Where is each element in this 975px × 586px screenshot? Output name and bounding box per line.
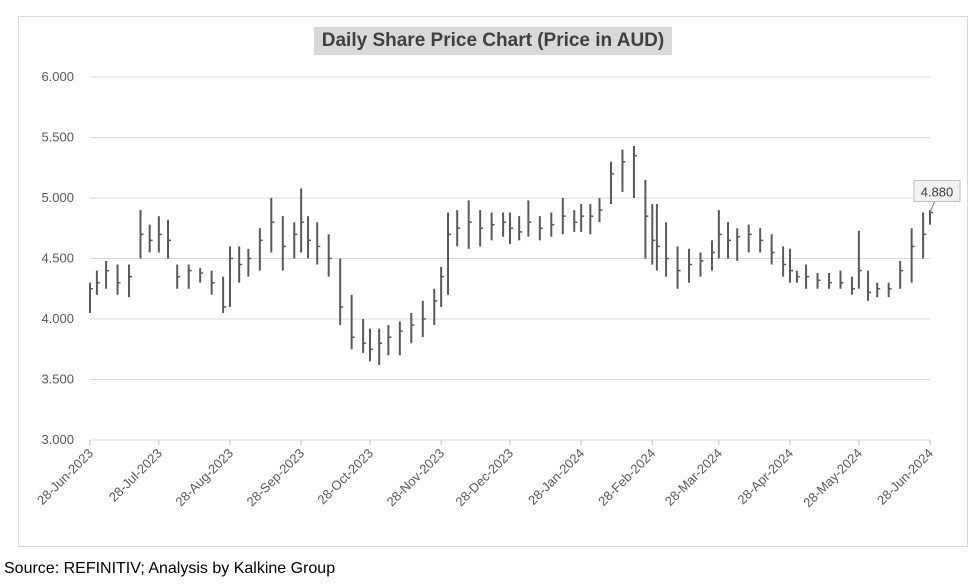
x-tick-label: 28-Feb-2024 (595, 446, 658, 509)
y-tick-label: 3.000 (41, 432, 74, 447)
x-tick-label: 28-Sep-2023 (244, 446, 308, 510)
x-tick-label: 28-Jun-2024 (874, 446, 936, 508)
x-tick-label: 28-Oct-2023 (314, 446, 376, 508)
chart-frame: Daily Share Price Chart (Price in AUD) (18, 16, 968, 547)
y-tick-label: 6.000 (41, 69, 74, 84)
y-tick-label: 3.500 (41, 372, 74, 387)
annotation-leader (929, 200, 936, 213)
x-tick-label: 28-May-2024 (800, 446, 865, 511)
x-tick-label: 28-Dec-2023 (452, 446, 516, 510)
annotation-box (913, 180, 961, 203)
x-tick-label: 28-Apr-2024 (734, 446, 796, 508)
y-tick-label: 4.000 (41, 311, 74, 326)
annotation-label: 4.880 (921, 185, 954, 200)
x-tick-label: 28-Aug-2023 (172, 446, 236, 510)
x-tick-label: 28-Jan-2024 (525, 446, 587, 508)
chart-title-box: Daily Share Price Chart (Price in AUD) (19, 27, 967, 55)
y-tick-label: 4.500 (41, 251, 74, 266)
source-note: Source: REFINITIV; Analysis by Kalkine G… (4, 560, 336, 577)
x-tick-label: 28-Nov-2023 (384, 446, 448, 510)
x-tick-label: 28-Jul-2023 (106, 446, 165, 505)
y-tick-label: 5.000 (41, 190, 74, 205)
chart-title: Daily Share Price Chart (Price in AUD) (313, 27, 673, 55)
x-tick-label: 28-Mar-2024 (662, 446, 725, 509)
y-tick-label: 5.500 (41, 130, 74, 145)
x-tick-label: 28-Jun-2023 (34, 446, 96, 508)
